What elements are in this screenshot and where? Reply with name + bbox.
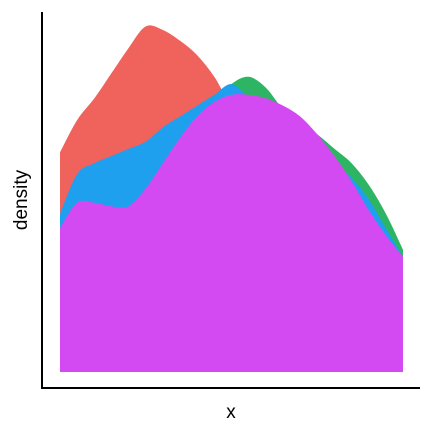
y-axis-title: density	[11, 169, 32, 230]
density-area-4	[60, 94, 403, 372]
x-axis-title: x	[226, 402, 236, 423]
density-areas	[60, 25, 403, 373]
